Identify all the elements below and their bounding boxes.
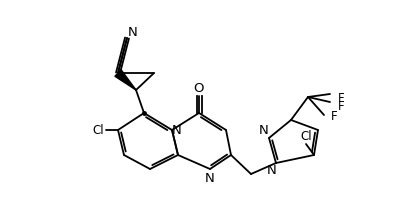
Text: F: F <box>330 111 337 124</box>
Text: N: N <box>259 124 269 138</box>
Text: Cl: Cl <box>92 124 104 136</box>
Text: Cl: Cl <box>300 129 312 143</box>
Text: F: F <box>338 92 344 104</box>
Polygon shape <box>115 70 136 90</box>
Text: N: N <box>172 124 182 136</box>
Text: N: N <box>205 171 215 184</box>
Text: N: N <box>128 26 138 39</box>
Text: F: F <box>338 99 344 113</box>
Text: N: N <box>267 164 277 177</box>
Text: O: O <box>194 81 204 95</box>
